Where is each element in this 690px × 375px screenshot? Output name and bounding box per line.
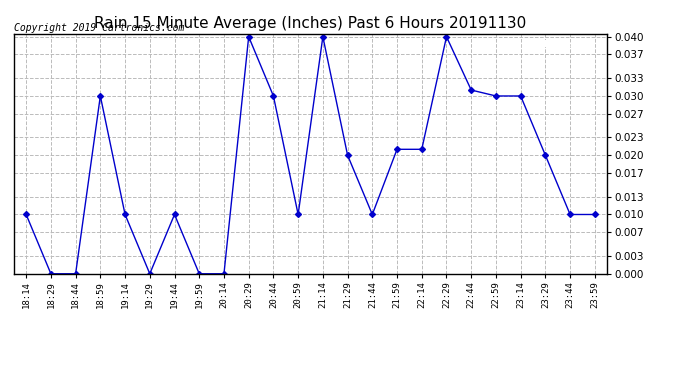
- Title: Rain 15 Minute Average (Inches) Past 6 Hours 20191130: Rain 15 Minute Average (Inches) Past 6 H…: [95, 16, 526, 31]
- Text: Copyright 2019 Cartronics.com: Copyright 2019 Cartronics.com: [14, 23, 184, 33]
